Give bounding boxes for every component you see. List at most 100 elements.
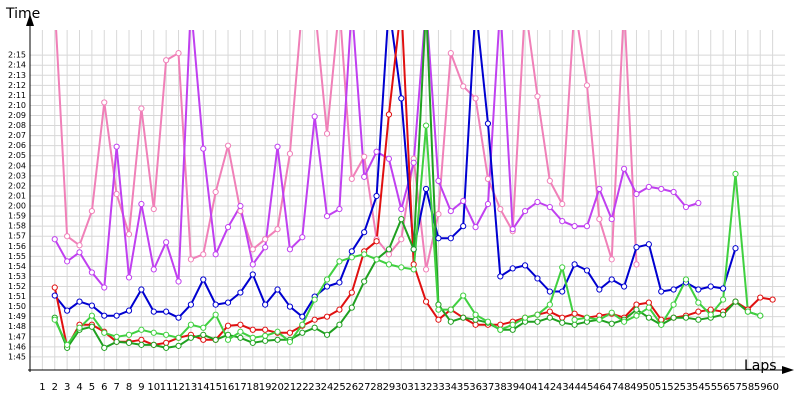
x-tick-label: 1 <box>39 382 45 393</box>
data-point <box>509 321 516 328</box>
data-point <box>348 289 355 296</box>
data-point <box>670 188 677 196</box>
x-tick-label: 19 <box>259 382 272 393</box>
data-point <box>76 298 83 305</box>
data-point <box>645 314 652 321</box>
data-point <box>422 298 430 305</box>
data-point <box>385 251 393 258</box>
y-tick-label: 2:10 <box>8 101 26 110</box>
data-point <box>101 312 108 319</box>
x-tick-label: 7 <box>113 382 119 393</box>
data-point <box>286 329 294 336</box>
data-point <box>311 324 318 331</box>
data-point <box>620 165 628 172</box>
data-point <box>249 339 256 346</box>
data-point <box>138 336 145 343</box>
data-point <box>720 296 727 303</box>
data-point <box>299 321 306 328</box>
data-point <box>249 271 256 278</box>
data-point <box>546 288 553 295</box>
y-tick-label: 2:01 <box>8 191 26 200</box>
data-point <box>732 298 739 305</box>
data-point <box>720 285 727 292</box>
x-tick-label: 31 <box>407 382 420 393</box>
x-tick-label: 21 <box>284 382 297 393</box>
data-point <box>385 155 393 162</box>
data-point <box>410 261 417 268</box>
data-point <box>150 341 157 348</box>
data-point <box>286 246 294 253</box>
x-tick-label: 59 <box>754 382 767 393</box>
y-tick-label: 2:14 <box>8 61 26 70</box>
data-point <box>435 306 442 313</box>
data-point <box>497 205 504 213</box>
data-point <box>435 316 442 323</box>
data-point <box>484 318 492 325</box>
data-point <box>212 188 219 196</box>
data-point <box>262 236 269 243</box>
x-axis-arrow <box>782 366 794 374</box>
data-point <box>484 175 492 182</box>
data-point <box>348 304 355 311</box>
data-point <box>658 316 665 323</box>
plot-area <box>51 30 776 351</box>
data-point <box>212 251 219 258</box>
data-point <box>274 143 281 150</box>
data-point <box>695 286 702 293</box>
data-point <box>608 320 615 327</box>
data-point <box>262 332 269 339</box>
y-axis-title: Time <box>5 6 40 22</box>
data-point <box>336 321 343 328</box>
y-tick-label: 2:04 <box>8 161 26 170</box>
x-tick-label: 58 <box>742 382 755 393</box>
data-point <box>311 113 318 120</box>
data-point <box>125 274 133 281</box>
data-point <box>373 148 380 155</box>
y-tick-label: 1:52 <box>8 282 26 291</box>
x-tick-label: 42 <box>543 382 556 393</box>
x-axis-title: Laps <box>744 358 777 374</box>
data-point <box>460 292 467 299</box>
x-tick-label: 50 <box>642 382 655 393</box>
data-point <box>670 301 677 308</box>
x-tick-label: 38 <box>494 382 507 393</box>
data-point <box>398 205 405 213</box>
data-point <box>720 311 727 318</box>
data-point <box>608 276 615 283</box>
data-point <box>262 326 269 333</box>
x-tick-label: 51 <box>655 382 668 393</box>
data-point <box>435 235 442 242</box>
data-point <box>559 218 566 225</box>
data-point <box>410 246 417 253</box>
data-point <box>361 278 368 285</box>
data-point <box>608 256 615 263</box>
x-tick-label: 35 <box>457 382 470 393</box>
data-point <box>571 223 578 230</box>
y-tick-label: 1:49 <box>8 312 26 321</box>
data-point <box>138 286 145 293</box>
y-tick-label: 2:05 <box>8 151 26 160</box>
data-point <box>682 276 690 283</box>
x-tick-label: 52 <box>667 382 680 393</box>
data-point <box>608 309 615 316</box>
data-point <box>670 314 677 321</box>
data-point <box>534 198 541 206</box>
data-point <box>571 310 578 317</box>
data-point <box>732 245 739 252</box>
y-tick-label: 1:51 <box>8 292 26 301</box>
data-point <box>361 153 368 160</box>
data-point <box>212 336 219 343</box>
data-point <box>212 311 219 318</box>
x-tick-label: 39 <box>506 382 519 393</box>
x-tick-label: 18 <box>246 382 259 393</box>
x-tick-label: 25 <box>333 382 346 393</box>
data-point <box>509 326 516 333</box>
data-point <box>695 299 702 306</box>
data-point <box>88 323 95 330</box>
data-point <box>76 249 83 256</box>
data-point <box>707 283 714 290</box>
data-point <box>51 284 58 291</box>
data-point <box>571 261 578 268</box>
x-tick-label: 17 <box>234 382 247 393</box>
data-point <box>633 244 640 251</box>
